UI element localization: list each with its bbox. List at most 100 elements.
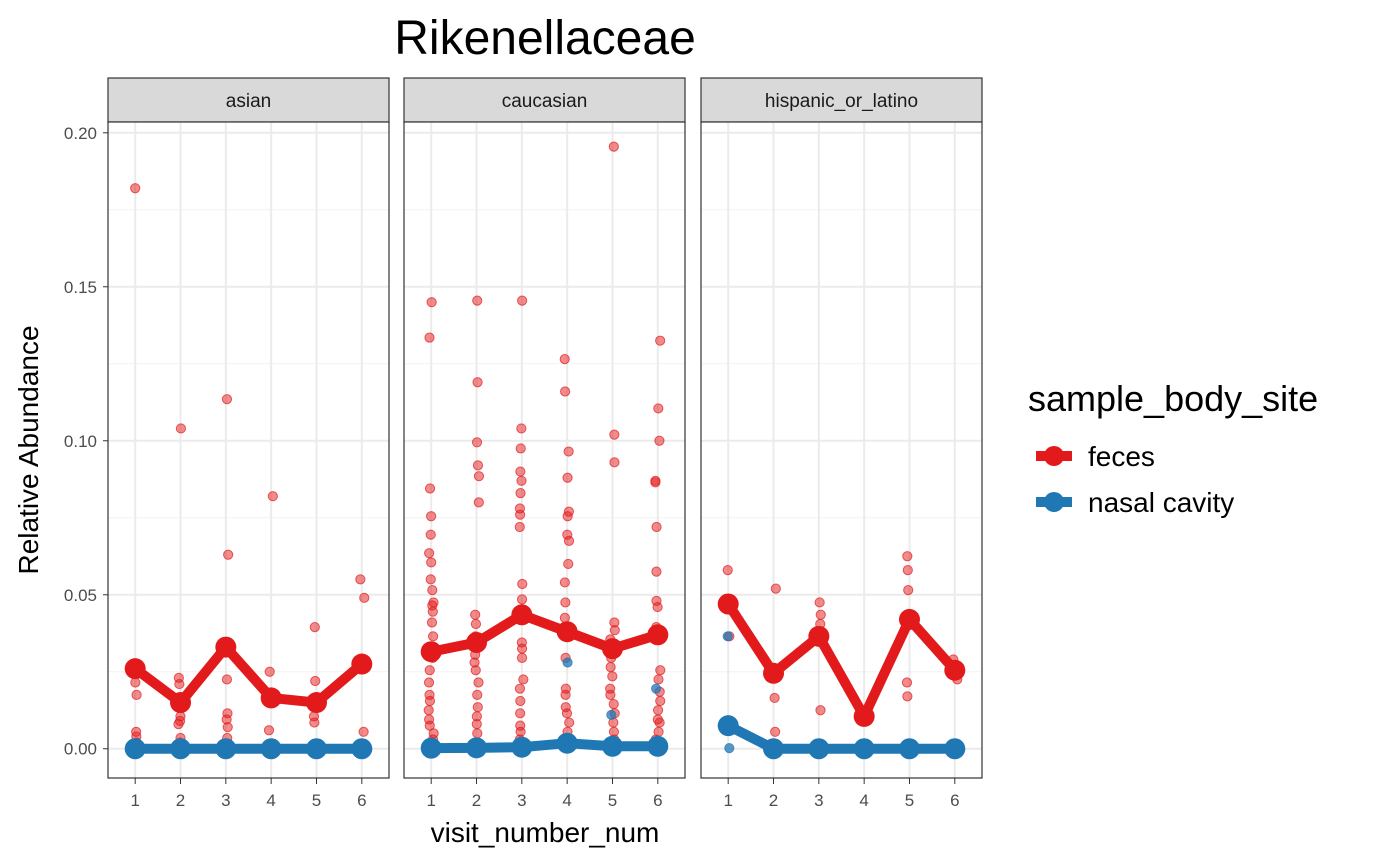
data-point (515, 695, 526, 707)
data-point (423, 677, 435, 688)
data-point (562, 657, 573, 668)
y-tick-label: 0.05 (64, 586, 97, 605)
x-tick-label: 6 (950, 791, 959, 810)
data-point (425, 529, 436, 540)
series-point (717, 715, 739, 737)
facet-panel-asian: asian 1 2 3 4 5 6 (107, 77, 390, 810)
legend-item-label: feces (1088, 441, 1155, 472)
data-point (609, 625, 620, 636)
data-point (470, 609, 481, 620)
x-tick-label: 2 (769, 791, 778, 810)
data-point (473, 677, 484, 688)
x-tick-label: 3 (517, 791, 526, 810)
data-point (563, 535, 575, 546)
data-point (903, 585, 914, 596)
data-point (815, 705, 826, 716)
x-tick-label: 6 (653, 791, 662, 810)
data-point (263, 725, 275, 736)
data-point (770, 726, 781, 737)
data-point (517, 578, 528, 590)
data-point (561, 708, 573, 719)
data-point (607, 671, 618, 682)
data-point (559, 354, 570, 365)
data-point (514, 521, 525, 533)
series-point (466, 737, 488, 759)
data-point (309, 717, 320, 728)
data-point (605, 689, 616, 700)
data-point (652, 705, 664, 716)
data-point (902, 565, 913, 576)
series-point (944, 659, 966, 681)
data-point (514, 683, 526, 694)
data-point (562, 472, 573, 483)
data-point (471, 437, 483, 448)
series-point (170, 692, 192, 714)
data-point (901, 677, 913, 688)
data-point (427, 631, 439, 642)
series-point (124, 738, 146, 760)
legend-title: sample_body_site (1028, 378, 1318, 419)
data-point (769, 692, 780, 704)
x-tick-label: 2 (472, 791, 481, 810)
legend-item-label: nasal cavity (1088, 487, 1234, 518)
y-tick-label: 0.00 (64, 740, 97, 759)
data-point (653, 674, 664, 685)
data-point (560, 597, 571, 608)
x-tick-label: 4 (562, 791, 571, 810)
panel-border (403, 121, 686, 779)
data-point (423, 705, 434, 716)
facet-strip (107, 77, 390, 123)
legend: sample_body_site feces nasal cavity (1028, 378, 1318, 518)
data-point (515, 443, 526, 454)
y-tick-label: 0.20 (64, 124, 97, 143)
data-point (424, 695, 436, 707)
series-point (260, 687, 282, 709)
series-point (601, 735, 623, 757)
data-point (427, 585, 438, 596)
data-point (470, 665, 481, 676)
data-point (130, 183, 141, 194)
facet-panel-hispanic_or_latino: hispanic_or_latino 1 2 3 4 5 6 (700, 77, 983, 810)
data-point (355, 574, 366, 585)
series-point (215, 738, 237, 760)
series-point (215, 636, 237, 658)
series-point (808, 625, 830, 647)
series-point (351, 653, 373, 675)
data-point (655, 695, 666, 707)
series-line-feces (723, 598, 960, 722)
y-tick-label: 0.15 (64, 278, 97, 297)
x-tick-label: 3 (221, 791, 230, 810)
series-point (763, 662, 785, 684)
data-point (815, 609, 826, 620)
data-point (650, 477, 661, 488)
data-point (516, 423, 527, 434)
data-point (724, 743, 735, 754)
data-point (655, 665, 666, 676)
series-point (305, 738, 327, 760)
data-point (426, 297, 437, 308)
series-point (466, 631, 488, 653)
data-point (515, 466, 526, 477)
data-point (221, 394, 233, 405)
series-point (124, 658, 146, 680)
data-point (472, 377, 483, 388)
series-point (511, 736, 533, 758)
data-point (473, 497, 484, 508)
data-point (471, 719, 482, 730)
data-point (516, 652, 528, 663)
series-point (420, 737, 442, 759)
facet-strip-label: caucasian (502, 91, 588, 112)
data-point (770, 583, 781, 594)
series-point (898, 608, 920, 630)
data-point (131, 689, 142, 700)
y-tick-label: 0.10 (64, 432, 97, 451)
series-point (511, 604, 533, 626)
data-point (516, 594, 528, 605)
series-point (556, 732, 578, 754)
x-tick-label: 1 (723, 791, 732, 810)
data-point (516, 475, 527, 486)
series-point (647, 624, 669, 646)
data-point (902, 691, 913, 702)
panel-background (404, 122, 685, 778)
